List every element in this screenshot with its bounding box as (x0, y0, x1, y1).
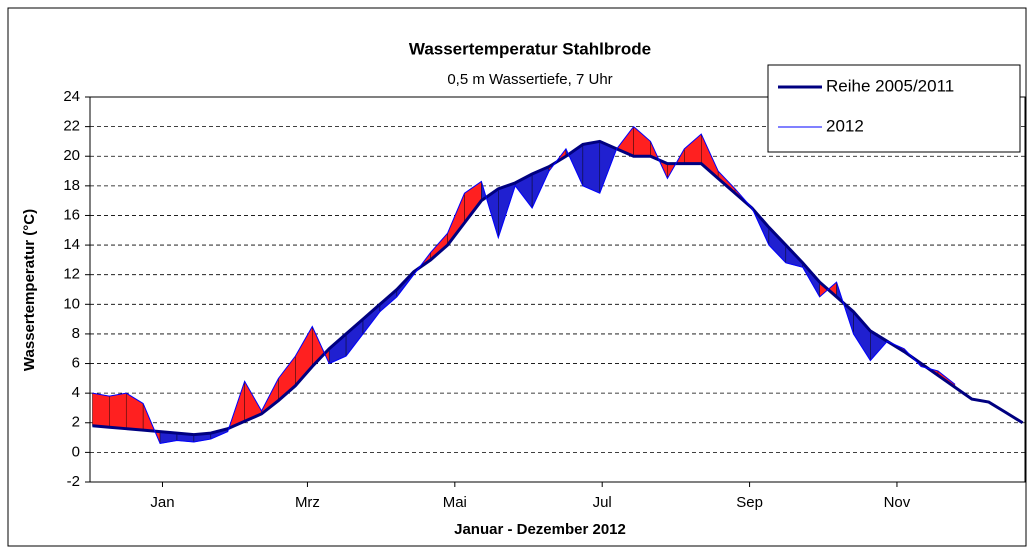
y-tick-label: 22 (63, 118, 80, 135)
x-tick-label: Mrz (295, 494, 320, 511)
difference-fill (109, 392, 127, 429)
difference-fill (92, 392, 110, 428)
x-tick-label: Sep (736, 494, 763, 511)
y-tick-label: -2 (67, 473, 80, 490)
x-tick-label: Nov (884, 494, 911, 511)
y-tick-label: 20 (63, 147, 80, 164)
legend-box (767, 64, 1021, 153)
x-tick-label: Jan (150, 494, 174, 511)
x-axis-label: Januar - Dezember 2012 (454, 521, 626, 538)
y-axis-label: Wassertemperatur (°C) (21, 209, 38, 371)
series-line (92, 139, 1024, 437)
y-tick-label: 10 (63, 295, 80, 312)
x-tick-label: Jul (593, 494, 612, 511)
series-line (92, 125, 956, 445)
y-tick-label: 24 (63, 88, 80, 105)
y-tick-label: 18 (63, 177, 80, 194)
y-tick-label: 2 (72, 414, 80, 431)
y-tick-label: 8 (72, 325, 80, 342)
legend-label: 2012 (826, 116, 864, 135)
y-tick-label: 6 (72, 355, 80, 372)
y-tick-label: 12 (63, 266, 80, 283)
x-tick-label: Mai (443, 494, 467, 511)
y-tick-label: 16 (63, 206, 80, 223)
legend-label: Reihe 2005/2011 (826, 76, 954, 95)
chart-subtitle: 0,5 m Wassertiefe, 7 Uhr (447, 71, 612, 88)
y-tick-label: 14 (63, 236, 80, 253)
difference-fill (582, 141, 600, 194)
chart-title: Wassertemperatur Stahlbrode (409, 39, 651, 58)
plot-border (89, 96, 1026, 483)
y-tick-label: 4 (72, 384, 80, 401)
y-tick-label: 0 (72, 443, 80, 460)
